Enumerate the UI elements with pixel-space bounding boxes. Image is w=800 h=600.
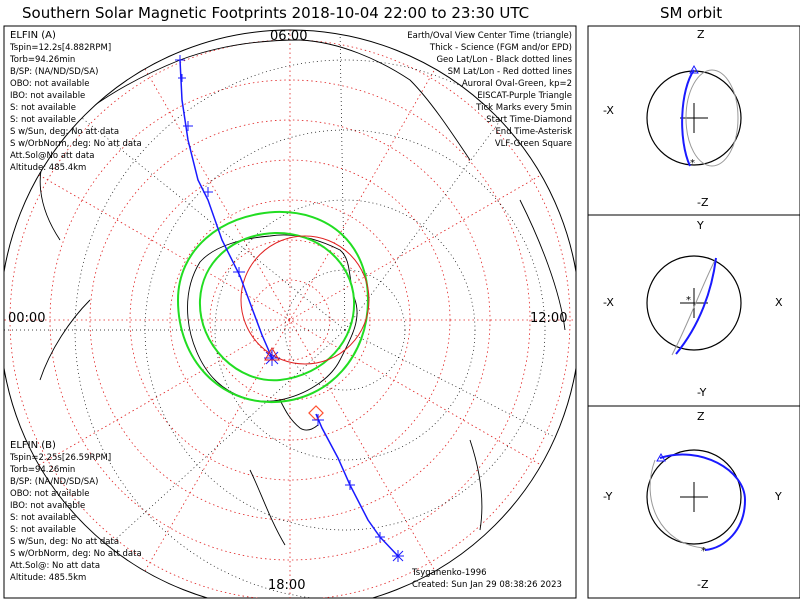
page-title: Southern Solar Magnetic Footprints 2018-… xyxy=(22,4,529,22)
elfin-b-info-line-2: B/SP: (NA/ND/SD/SA) xyxy=(10,477,98,487)
axis-label-right: X xyxy=(775,296,783,309)
orbit-panels: * Z -Z -X * Y -Y -X X * xyxy=(587,25,800,599)
axis-label-top: Y xyxy=(696,219,704,232)
legend-item-0: Earth/Oval View Center Time (triangle) xyxy=(407,31,572,41)
globe-limb xyxy=(4,29,576,598)
axis-label-top: Z xyxy=(697,28,705,41)
sm-inner-circle xyxy=(240,235,370,365)
elfin-b-info-line-5: S: not available xyxy=(10,513,76,523)
axis-label-bottom: -Z xyxy=(697,578,709,591)
legend-item-7: Start Time-Diamond xyxy=(486,115,572,125)
mlt-label-left: 00:00 xyxy=(8,311,45,326)
elfin-a-info-line-8: S w/OrbNorm, deg: No att data xyxy=(10,139,142,149)
axis-label-bottom: -Z xyxy=(697,196,709,209)
map-legend: Earth/Oval View Center Time (triangle) Th… xyxy=(407,31,572,149)
mlt-label-right: 12:00 xyxy=(530,311,567,326)
axis-label-left: -X xyxy=(603,296,614,309)
orbit-panel-xy: * Y -Y -X X xyxy=(603,219,783,399)
elfin-b-info: ELFIN (B) Tspin=2.25s[26.59RPM] Torb=94.2… xyxy=(9,440,142,583)
elfin-b-info-line-1: Torb=94.26min xyxy=(9,465,75,475)
legend-item-1: Thick - Science (FGM and/or EPD) xyxy=(429,43,572,53)
legend-item-3: SM Lat/Lon - Red dotted lines xyxy=(448,67,573,77)
legend-item-9: VLF-Green Square xyxy=(495,139,572,149)
elfin-a-info-line-1: Torb=94.26min xyxy=(9,55,75,65)
mlt-label-top: 06:00 xyxy=(270,29,307,44)
elfin-a-info-line-3: OBO: not available xyxy=(10,79,89,89)
elfin-b-info-line-9: Att.Sol@: No att data xyxy=(10,561,100,571)
orbit-projection-back xyxy=(649,459,706,549)
svg-text:*: * xyxy=(686,295,691,306)
footprint-map: 06:00 18:00 00:00 12:00 ELFIN (A) Tspin=… xyxy=(3,25,577,599)
legend-item-2: Geo Lat/Lon - Black dotted lines xyxy=(436,55,572,65)
elfin-a-info-line-9: Att.Sol@No att data xyxy=(10,151,94,161)
elfin-b-info-line-7: S w/Sun, deg: No att data xyxy=(10,537,119,547)
mlt-label-bottom: 18:00 xyxy=(268,578,305,593)
elfin-a-track xyxy=(175,55,280,366)
orbit-title: SM orbit xyxy=(660,4,722,22)
axis-label-left: -X xyxy=(603,104,614,117)
elfin-b-info-line-4: IBO: not available xyxy=(10,501,85,511)
orbit-panel-xz: * Z -Z -X xyxy=(603,28,742,209)
elfin-a-info-line-2: B/SP: (NA/ND/SD/SA) xyxy=(10,67,98,77)
orbit-projection-front xyxy=(675,257,717,355)
orbit-projection-front xyxy=(681,69,695,167)
axis-label-right: Y xyxy=(774,490,782,503)
elfin-a-ticks xyxy=(175,55,280,366)
orbit-triangle xyxy=(689,64,699,74)
earth-circle xyxy=(646,255,742,351)
legend-item-5: EISCAT-Purple Triangle xyxy=(477,91,572,101)
legend-item-6: Tick Marks every 5min xyxy=(475,103,572,113)
auroral-oval xyxy=(176,210,370,404)
elfin-b-header: ELFIN (B) xyxy=(10,440,56,451)
elfin-b-start-diamond xyxy=(308,405,324,421)
svg-text:*: * xyxy=(701,546,706,557)
orbit-panel-frame xyxy=(587,25,800,599)
elfin-a-info-line-4: IBO: not available xyxy=(10,91,85,101)
elfin-a-info: ELFIN (A) Tspin=12.2s[4.882RPM] Torb=94.2… xyxy=(9,30,142,173)
svg-text:*: * xyxy=(690,158,695,169)
elfin-a-track-line xyxy=(179,59,273,359)
elfin-a-info-line-7: S w/Sun, deg: No att data xyxy=(10,127,119,137)
axis-label-bottom: -Y xyxy=(697,386,707,399)
elfin-b-track xyxy=(308,405,404,562)
axis-label-left: -Y xyxy=(603,490,613,503)
elfin-b-info-line-10: Altitude: 485.5km xyxy=(10,573,86,583)
orbit-projection-front xyxy=(659,453,747,551)
elfin-b-info-line-0: Tspin=2.25s[26.59RPM] xyxy=(9,453,111,463)
orbit-projection-back xyxy=(671,257,717,356)
elfin-a-info-line-0: Tspin=12.2s[4.882RPM] xyxy=(9,43,111,53)
model-label: Tsyganenko-1996 xyxy=(411,568,487,578)
created-timestamp: Created: Sun Jan 29 08:38:26 2023 xyxy=(412,580,562,590)
elfin-b-info-line-6: S: not available xyxy=(10,525,76,535)
legend-item-8: End Time-Asterisk xyxy=(495,127,572,137)
elfin-a-info-line-6: S: not available xyxy=(10,115,76,125)
orbit-projection-back xyxy=(685,69,739,167)
elfin-a-info-line-5: S: not available xyxy=(10,103,76,113)
continent-outlines xyxy=(39,39,566,546)
elfin-a-header: ELFIN (A) xyxy=(10,30,56,41)
elfin-b-ticks xyxy=(312,414,404,562)
elfin-a-view-triangle xyxy=(264,347,280,361)
axis-label-top: Z xyxy=(697,410,705,423)
elfin-a-info-line-10: Altitude: 485.4km xyxy=(10,163,86,173)
elfin-b-info-line-3: OBO: not available xyxy=(10,489,89,499)
orbit-triangle xyxy=(656,452,666,462)
orbit-panel-yz: * Z -Z -Y Y xyxy=(603,410,782,591)
elfin-b-info-line-8: S w/OrbNorm, deg: No att data xyxy=(10,549,142,559)
legend-item-4: Auroral Oval-Green, kp=2 xyxy=(462,79,572,89)
earth-circle xyxy=(646,449,742,545)
